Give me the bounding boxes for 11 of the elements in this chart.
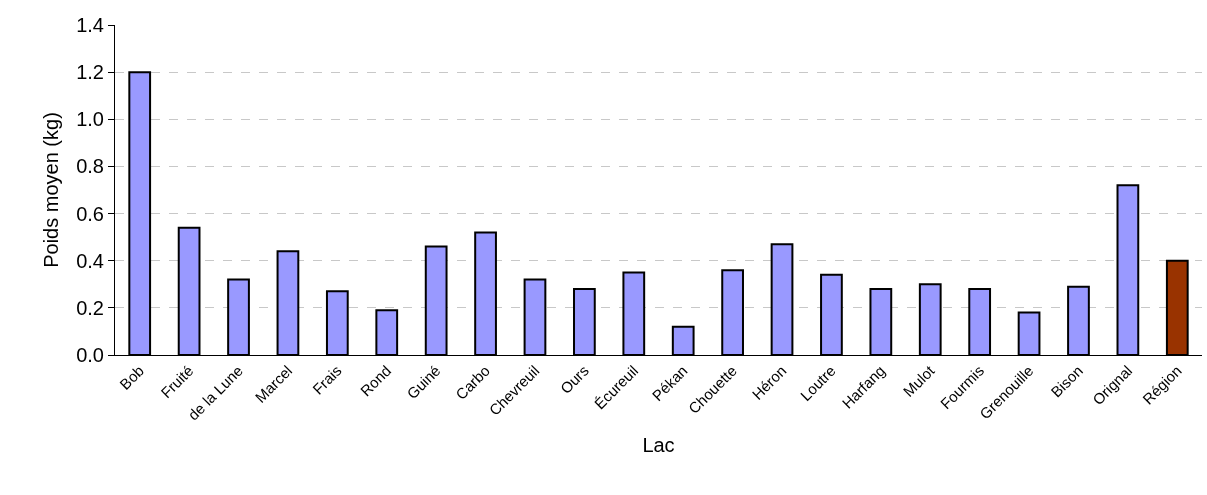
x-axis-title: Lac: [642, 433, 675, 456]
y-tick-label: 0.2: [76, 296, 104, 319]
y-tick-label: 0.0: [76, 344, 104, 366]
y-tick-label: 1.4: [76, 14, 104, 36]
y-tick-label: 1.0: [76, 108, 104, 131]
y-tick-label: 0.6: [76, 202, 104, 225]
y-tick-label: 1.2: [76, 61, 104, 84]
y-tick-label: 0.4: [76, 249, 104, 272]
y-tick-label: 0.8: [76, 155, 104, 178]
x-tick-label: Bob: [116, 361, 148, 393]
y-axis-title: Poids moyen (kg): [39, 112, 62, 268]
